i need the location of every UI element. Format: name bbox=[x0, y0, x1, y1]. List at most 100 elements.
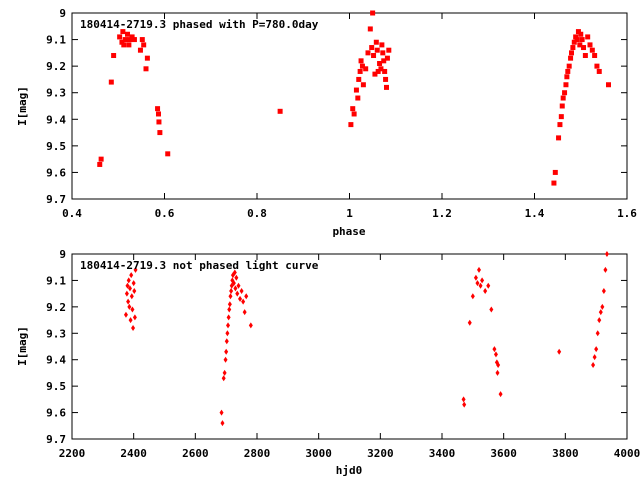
y-tick-label: 9.3 bbox=[46, 87, 66, 100]
data-point bbox=[585, 34, 591, 40]
y-tick-label: 9.2 bbox=[46, 301, 66, 314]
data-point bbox=[234, 274, 239, 281]
data-point bbox=[353, 87, 359, 93]
data-point bbox=[139, 37, 145, 43]
data-point bbox=[221, 375, 226, 382]
x-tick-label: 3600 bbox=[490, 447, 517, 460]
data-point bbox=[596, 68, 602, 74]
x-tick-label: 3200 bbox=[367, 447, 394, 460]
unphased-light-curve-panel: 2200 2400 2600 2800 3000 3200 3400 3600 3800 4000… bbox=[16, 248, 640, 477]
data-point bbox=[556, 135, 562, 141]
data-point bbox=[219, 409, 224, 416]
data-point bbox=[578, 31, 584, 37]
data-point bbox=[570, 45, 576, 51]
data-point bbox=[473, 274, 478, 281]
data-point bbox=[382, 68, 388, 74]
data-point bbox=[566, 63, 572, 69]
phased-light-curve-panel: 0.4 0.6 0.8 1 1.2 1.4 1.6 99.19.29.39.49.59.69… bbox=[16, 7, 637, 238]
data-point bbox=[131, 280, 136, 287]
y-tick-label: 9.6 bbox=[46, 407, 66, 420]
data-point bbox=[601, 288, 606, 294]
data-point bbox=[165, 151, 171, 157]
data-point bbox=[137, 47, 143, 53]
plot-frame bbox=[71, 253, 628, 440]
data-point bbox=[233, 285, 238, 292]
plot-title: 180414-2719.3 not phased light curve bbox=[80, 259, 319, 272]
data-point bbox=[478, 282, 483, 289]
y-tick-label: 9.3 bbox=[46, 327, 66, 340]
data-point bbox=[489, 306, 494, 313]
data-point bbox=[235, 290, 240, 297]
data-point bbox=[579, 37, 585, 43]
data-point bbox=[229, 288, 234, 294]
data-point bbox=[606, 82, 611, 88]
data-point bbox=[378, 66, 384, 72]
data-point bbox=[111, 53, 117, 59]
data-point bbox=[563, 82, 569, 88]
data-point bbox=[124, 290, 129, 297]
data-point bbox=[370, 10, 376, 16]
data-point bbox=[575, 29, 581, 35]
x-tick-label: 2800 bbox=[244, 447, 271, 460]
data-point bbox=[467, 319, 472, 326]
data-point bbox=[241, 298, 246, 305]
data-point bbox=[131, 37, 137, 43]
data-point bbox=[594, 346, 599, 353]
data-point bbox=[125, 282, 130, 289]
y-tick-label: 9 bbox=[59, 7, 66, 20]
data-point bbox=[477, 266, 481, 273]
data-point bbox=[360, 82, 366, 88]
data-point bbox=[133, 266, 138, 273]
x-tick-label: 1.4 bbox=[525, 207, 545, 220]
x-tick-label: 1.2 bbox=[432, 207, 452, 220]
x-tick-label: 3800 bbox=[552, 447, 579, 460]
data-point bbox=[363, 66, 369, 72]
x-tick-label: 4000 bbox=[614, 447, 640, 460]
data-point bbox=[120, 29, 126, 35]
x-tick-label: 2400 bbox=[120, 447, 147, 460]
data-point bbox=[141, 42, 147, 48]
data-point bbox=[603, 266, 608, 273]
data-point bbox=[600, 303, 605, 310]
data-point bbox=[470, 293, 475, 300]
data-point bbox=[157, 130, 163, 136]
data-point bbox=[598, 309, 603, 316]
data-point bbox=[591, 362, 596, 368]
x-tick-label: 2600 bbox=[182, 447, 209, 460]
data-point bbox=[126, 277, 131, 284]
data-point bbox=[236, 282, 241, 289]
data-point bbox=[126, 298, 131, 305]
data-point bbox=[377, 60, 383, 66]
data-point bbox=[223, 356, 228, 363]
data-point bbox=[358, 58, 364, 64]
data-point bbox=[127, 285, 132, 292]
x-tick-label: 3000 bbox=[305, 447, 332, 460]
data-point bbox=[384, 55, 390, 61]
y-tick-label: 9.4 bbox=[46, 113, 66, 126]
data-point bbox=[224, 338, 229, 345]
data-point bbox=[595, 330, 600, 337]
data-point bbox=[475, 280, 480, 287]
data-point bbox=[97, 161, 103, 167]
data-point bbox=[155, 106, 161, 112]
data-point bbox=[127, 37, 133, 43]
data-point bbox=[130, 306, 135, 313]
data-point bbox=[125, 31, 130, 37]
data-points bbox=[123, 251, 609, 427]
x-tick-label: 0.4 bbox=[62, 207, 82, 220]
data-point bbox=[119, 39, 125, 45]
data-point bbox=[581, 45, 587, 51]
data-point bbox=[351, 111, 357, 117]
data-point bbox=[228, 293, 233, 300]
data-point bbox=[462, 401, 467, 408]
data-point bbox=[227, 301, 232, 308]
x-tick-label: 3400 bbox=[429, 447, 456, 460]
data-point bbox=[568, 55, 574, 61]
data-point bbox=[238, 295, 243, 302]
data-point bbox=[498, 391, 503, 398]
data-point bbox=[350, 106, 356, 112]
data-point bbox=[562, 90, 568, 96]
x-tick-label: 1 bbox=[346, 207, 353, 220]
y-tick-label: 9.5 bbox=[46, 140, 66, 153]
